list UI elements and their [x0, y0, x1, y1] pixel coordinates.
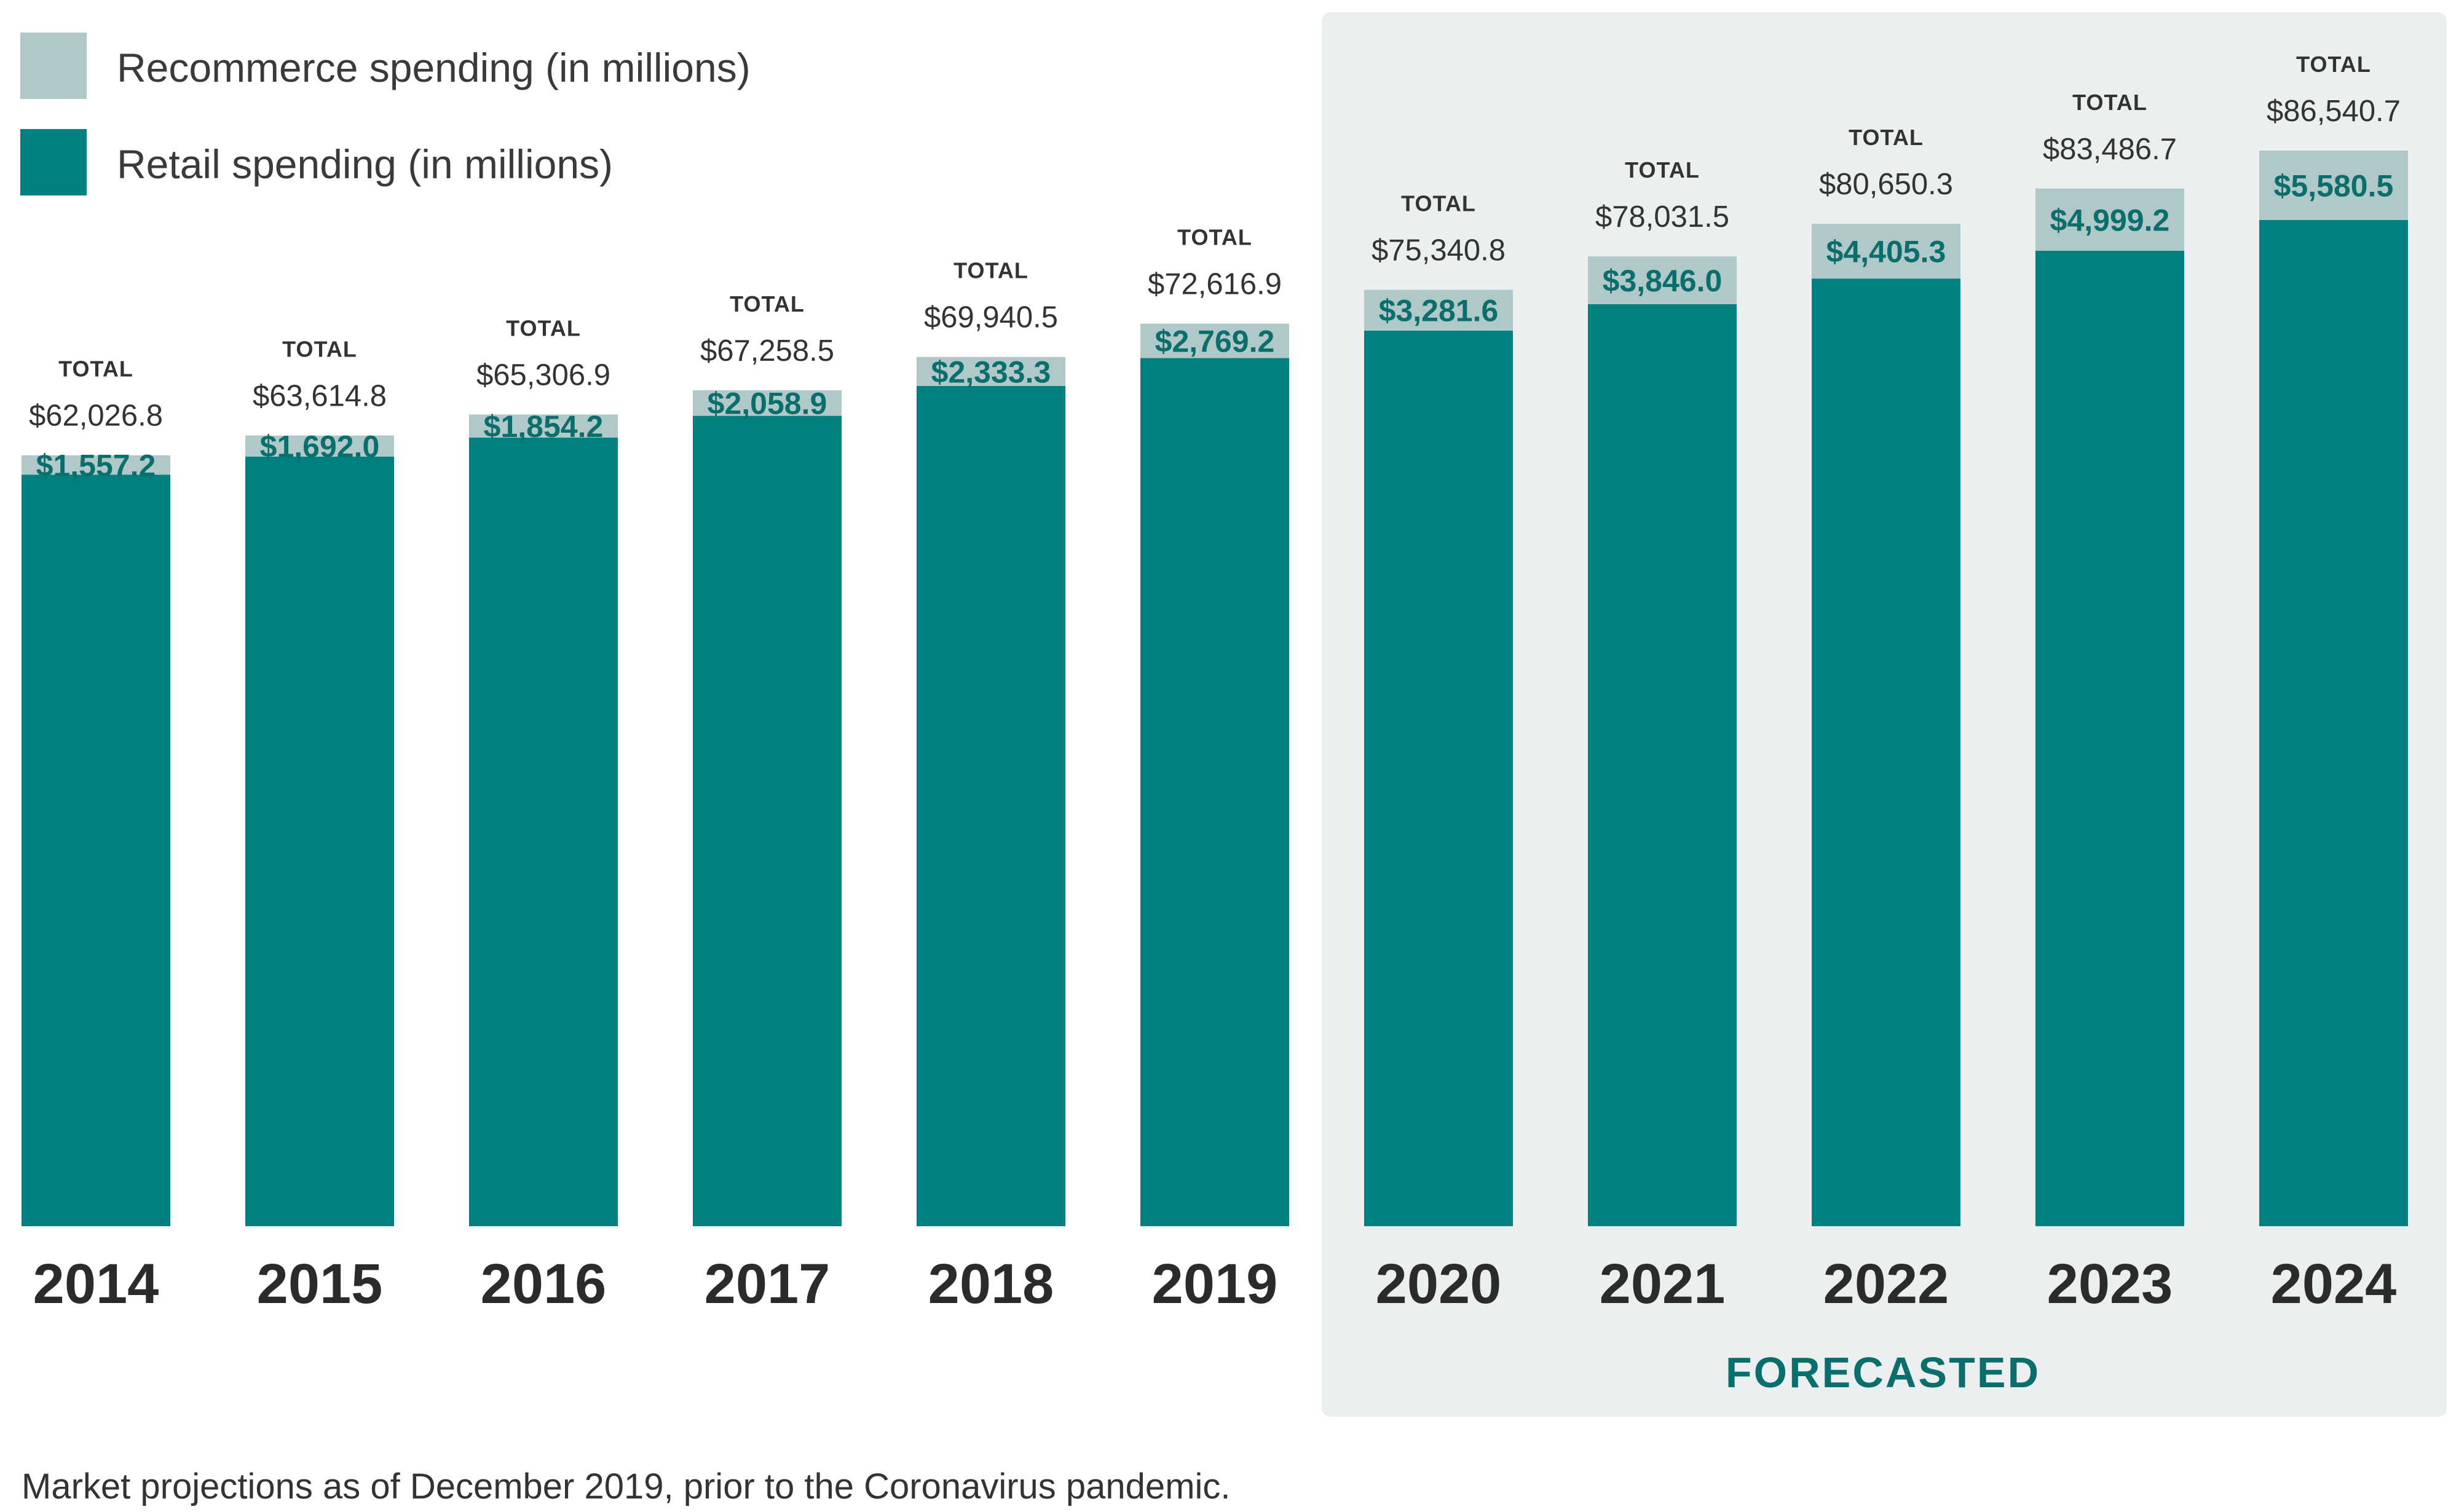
recommerce-value-label-2024: $5,580.5: [2274, 168, 2394, 203]
bars-group: [22, 151, 2408, 1227]
total-value-label-2023: $83,486.7: [2043, 133, 2177, 166]
legend-swatch-recommerce: [20, 33, 87, 99]
year-tick-label-2015: 2015: [257, 1253, 383, 1315]
bar-retail-2024: [2259, 219, 2408, 1227]
footnote: Market projections as of December 2019, …: [22, 1467, 1231, 1506]
recommerce-value-label-2014: $1,557.2: [36, 448, 156, 482]
bar-recommerce-2019: [1140, 323, 1289, 358]
total-value-label-2018: $69,940.5: [924, 301, 1058, 334]
total-value-label-2017: $67,258.5: [700, 334, 834, 368]
total-word-label-2019: TOTAL: [1177, 225, 1252, 250]
total-value-label-2014: $62,026.8: [29, 400, 163, 433]
legend-label-recommerce: Recommerce spending (in millions): [117, 45, 751, 90]
recommerce-value-label-2017: $2,058.9: [708, 387, 827, 421]
year-tick-label-2020: 2020: [1376, 1253, 1502, 1315]
year-tick-label-2024: 2024: [2271, 1253, 2397, 1315]
year-tick-label-2022: 2022: [1823, 1253, 1949, 1315]
total-word-label-2016: TOTAL: [506, 315, 581, 341]
bar-recommerce-2020: [1364, 289, 1513, 331]
recommerce-value-label-2019: $2,769.2: [1155, 325, 1275, 359]
year-tick-label-2014: 2014: [33, 1253, 159, 1315]
total-word-label-2020: TOTAL: [1401, 191, 1476, 216]
bar-retail-2015: [245, 456, 394, 1226]
recommerce-value-label-2022: $4,405.3: [1826, 235, 1946, 269]
total-value-label-2024: $86,540.7: [2267, 95, 2401, 128]
legend: Recommerce spending (in millions) Retail…: [20, 33, 751, 195]
bar-recommerce-2022: [1812, 224, 1960, 279]
year-tick-label-2018: 2018: [928, 1253, 1054, 1315]
legend-swatch-retail: [20, 129, 87, 195]
bar-retail-2016: [469, 437, 618, 1226]
bar-recommerce-2015: [245, 435, 394, 457]
year-tick-label-2019: 2019: [1152, 1253, 1278, 1315]
total-word-label-2023: TOTAL: [2072, 90, 2147, 115]
year-tick-label-2023: 2023: [2047, 1253, 2173, 1315]
bar-retail-2019: [1140, 358, 1289, 1227]
total-word-label-2021: TOTAL: [1625, 157, 1700, 183]
bar-recommerce-2016: [469, 414, 618, 438]
forecasted-label: FORECASTED: [1726, 1349, 2040, 1396]
bar-retail-2023: [2035, 250, 2184, 1227]
total-word-label-2018: TOTAL: [953, 258, 1028, 283]
bar-recommerce-2018: [917, 356, 1065, 386]
legend-label-retail: Retail spending (in millions): [117, 141, 613, 187]
total-word-label-2017: TOTAL: [730, 291, 805, 317]
bar-retail-2021: [1588, 304, 1737, 1226]
recommerce-value-label-2021: $3,846.0: [1603, 264, 1723, 298]
labels-group: $1,557.2 $62,026.8 TOTAL 2014 $1,692.0 $63,61…: [29, 52, 2401, 1315]
bar-recommerce-2023: [2035, 188, 2184, 251]
bar-retail-2020: [1364, 330, 1513, 1226]
total-word-label-2022: TOTAL: [1849, 125, 1924, 150]
bar-recommerce-2017: [693, 390, 842, 416]
total-word-label-2014: TOTAL: [58, 356, 133, 382]
total-word-label-2024: TOTAL: [2296, 52, 2371, 77]
year-tick-label-2021: 2021: [1600, 1253, 1726, 1315]
total-value-label-2021: $78,031.5: [1595, 200, 1729, 234]
total-value-label-2022: $80,650.3: [1819, 168, 1953, 201]
total-value-label-2016: $65,306.9: [476, 358, 610, 392]
bar-retail-2022: [1812, 278, 1960, 1226]
bar-retail-2017: [693, 415, 842, 1227]
bar-retail-2014: [22, 474, 170, 1227]
bar-recommerce-2021: [1588, 256, 1737, 304]
total-value-label-2020: $75,340.8: [1372, 234, 1506, 267]
total-value-label-2015: $63,614.8: [253, 380, 387, 413]
bar-recommerce-2014: [22, 455, 170, 475]
recommerce-value-label-2016: $1,854.2: [484, 409, 604, 444]
total-word-label-2015: TOTAL: [282, 337, 357, 362]
bar-recommerce-2024: [2259, 151, 2408, 220]
year-tick-label-2016: 2016: [481, 1253, 607, 1315]
recommerce-value-label-2018: $2,333.3: [931, 355, 1051, 389]
recommerce-value-label-2020: $3,281.6: [1379, 294, 1499, 328]
recommerce-value-label-2015: $1,692.0: [260, 430, 380, 464]
total-value-label-2019: $72,616.9: [1148, 268, 1282, 301]
bar-retail-2018: [917, 385, 1065, 1226]
year-tick-label-2017: 2017: [705, 1253, 831, 1315]
recommerce-value-label-2023: $4,999.2: [2050, 203, 2170, 237]
